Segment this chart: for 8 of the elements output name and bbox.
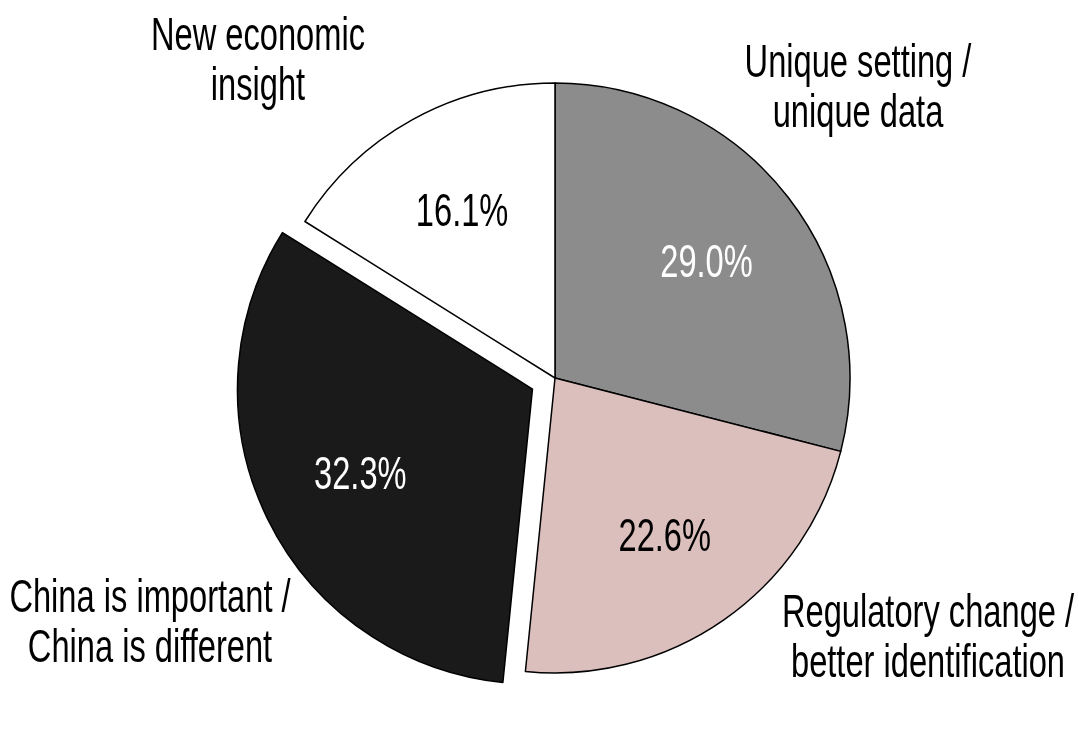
slice-label: New economic insight: [150, 8, 366, 110]
data-label: 22.6%: [618, 509, 712, 561]
slice-label: Regulatory change / better identification: [781, 585, 1075, 687]
slice-label: China is important / China is different: [9, 570, 292, 672]
data-label: 16.1%: [415, 184, 509, 236]
slice-label: Unique setting / unique data: [744, 35, 973, 137]
data-label: 29.0%: [660, 235, 753, 286]
data-label: 32.3%: [314, 447, 407, 499]
